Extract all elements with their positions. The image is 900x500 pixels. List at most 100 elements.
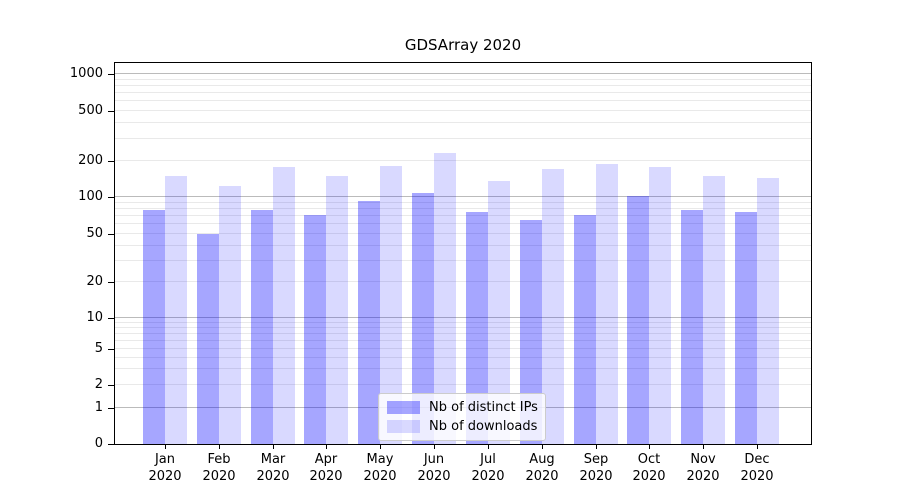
x-tick-label-dec: Dec 2020 bbox=[725, 451, 789, 485]
bar-apr-distinct-ips bbox=[304, 215, 326, 444]
bar-may-downloads bbox=[380, 166, 402, 444]
bar-sep-downloads bbox=[596, 164, 618, 444]
gridline-30 bbox=[115, 260, 811, 261]
x-tick-label-may: May 2020 bbox=[348, 451, 412, 485]
y-tick-label-100: 100 bbox=[78, 189, 103, 204]
x-tick-label-jan: Jan 2020 bbox=[133, 451, 197, 485]
legend-entry: Nb of downloads bbox=[387, 417, 537, 436]
bar-sep-distinct-ips bbox=[574, 215, 596, 444]
bar-jul-distinct-ips bbox=[466, 212, 488, 444]
x-tick-mark bbox=[434, 445, 435, 449]
x-tick-mark bbox=[542, 445, 543, 449]
x-tick-label-jul: Jul 2020 bbox=[456, 451, 520, 485]
month-line: May bbox=[366, 452, 394, 467]
bar-oct-distinct-ips bbox=[627, 196, 649, 444]
gridline-80 bbox=[115, 208, 811, 209]
y-tick-mark bbox=[108, 282, 115, 283]
x-tick-mark bbox=[488, 445, 489, 449]
bar-nov-distinct-ips bbox=[681, 210, 703, 444]
x-tick-mark bbox=[380, 445, 381, 449]
month-line: Jul bbox=[480, 452, 496, 467]
gridline-5 bbox=[115, 348, 811, 349]
y-tick-mark bbox=[108, 408, 115, 409]
bar-oct-downloads bbox=[649, 167, 671, 444]
x-tick-label-mar: Mar 2020 bbox=[241, 451, 305, 485]
x-tick-label-aug: Aug 2020 bbox=[510, 451, 574, 485]
bar-nov-downloads bbox=[703, 176, 725, 444]
y-tick-mark bbox=[108, 74, 115, 75]
legend-swatch-distinct-ips bbox=[387, 401, 420, 414]
y-tick-mark bbox=[108, 385, 115, 386]
gridline-2 bbox=[115, 384, 811, 385]
gridline-300 bbox=[115, 138, 811, 139]
y-tick-mark bbox=[108, 234, 115, 235]
year-line: 2020 bbox=[525, 469, 559, 484]
gridline-900 bbox=[115, 79, 811, 80]
x-tick-label-jun: Jun 2020 bbox=[402, 451, 466, 485]
gridline-70 bbox=[115, 215, 811, 216]
y-tick-label-5: 5 bbox=[94, 341, 103, 356]
bar-mar-distinct-ips bbox=[251, 210, 273, 444]
y-tick-label-50: 50 bbox=[86, 226, 103, 241]
x-tick-label-feb: Feb 2020 bbox=[187, 451, 251, 485]
bar-feb-downloads bbox=[219, 186, 241, 444]
y-tick-mark bbox=[108, 444, 115, 445]
bar-may-distinct-ips bbox=[358, 201, 380, 444]
gridline-500 bbox=[115, 110, 811, 111]
y-tick-label-1: 1 bbox=[94, 400, 103, 415]
x-tick-mark bbox=[165, 445, 166, 449]
year-line: 2020 bbox=[740, 469, 774, 484]
gridline-100 bbox=[115, 196, 811, 197]
y-tick-mark bbox=[108, 318, 115, 319]
legend-swatch-downloads bbox=[387, 420, 420, 433]
y-tick-label-200: 200 bbox=[78, 153, 103, 168]
x-tick-mark bbox=[326, 445, 327, 449]
bar-dec-downloads bbox=[757, 178, 779, 444]
legend: Nb of distinct IPs Nb of downloads bbox=[378, 393, 546, 441]
year-line: 2020 bbox=[632, 469, 666, 484]
gridline-800 bbox=[115, 85, 811, 86]
y-tick-label-20: 20 bbox=[86, 274, 103, 289]
year-line: 2020 bbox=[363, 469, 397, 484]
year-line: 2020 bbox=[471, 469, 505, 484]
y-tick-label-10: 10 bbox=[86, 310, 103, 325]
gridline-1000 bbox=[115, 73, 811, 74]
year-line: 2020 bbox=[256, 469, 290, 484]
bar-aug-downloads bbox=[542, 169, 564, 444]
x-tick-label-sep: Sep 2020 bbox=[564, 451, 628, 485]
gridline-3 bbox=[115, 368, 811, 369]
year-line: 2020 bbox=[202, 469, 236, 484]
y-tick-label-2: 2 bbox=[94, 377, 103, 392]
year-line: 2020 bbox=[309, 469, 343, 484]
x-tick-label-nov: Nov 2020 bbox=[671, 451, 735, 485]
x-tick-label-oct: Oct 2020 bbox=[617, 451, 681, 485]
gridline-700 bbox=[115, 92, 811, 93]
month-line: Mar bbox=[260, 452, 286, 467]
month-line: Oct bbox=[637, 452, 661, 467]
month-line: Feb bbox=[207, 452, 231, 467]
month-line: Nov bbox=[690, 452, 716, 467]
legend-label-distinct-ips: Nb of distinct IPs bbox=[429, 400, 538, 415]
x-tick-label-apr: Apr 2020 bbox=[294, 451, 358, 485]
gridline-7 bbox=[115, 333, 811, 334]
month-line: Jun bbox=[423, 452, 445, 467]
plot-area bbox=[114, 62, 812, 445]
bar-feb-distinct-ips bbox=[197, 234, 219, 444]
y-tick-mark bbox=[108, 161, 115, 162]
bar-jan-downloads bbox=[165, 176, 187, 444]
legend-label-downloads: Nb of downloads bbox=[429, 419, 538, 434]
bar-mar-downloads bbox=[273, 167, 295, 444]
gridline-90 bbox=[115, 202, 811, 203]
gridline-6 bbox=[115, 340, 811, 341]
bar-dec-distinct-ips bbox=[735, 212, 757, 444]
gridline-20 bbox=[115, 281, 811, 282]
chart-title: GDSArray 2020 bbox=[404, 36, 522, 54]
year-line: 2020 bbox=[417, 469, 451, 484]
month-line: Aug bbox=[529, 452, 555, 467]
gridline-50 bbox=[115, 233, 811, 234]
y-tick-label-1000: 1000 bbox=[69, 66, 103, 81]
legend-entry: Nb of distinct IPs bbox=[387, 398, 538, 417]
bar-jan-distinct-ips bbox=[143, 210, 165, 444]
year-line: 2020 bbox=[579, 469, 613, 484]
